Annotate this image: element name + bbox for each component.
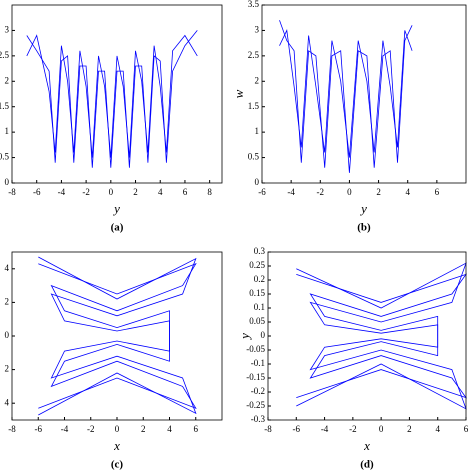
y-tick-label: 0 — [5, 330, 10, 340]
y-tick-label: 2 — [5, 75, 10, 85]
x-axis-label: y — [359, 201, 367, 216]
y-axis-label: y — [237, 333, 252, 341]
x-tick-label: -4 — [321, 424, 329, 434]
x-tick-label: -8 — [8, 187, 16, 197]
y-tick-label: 1.5 — [248, 101, 260, 111]
attractor-curve — [296, 262, 467, 410]
y-tick-label: 0.3 — [254, 246, 266, 256]
y-tick-label: 2 — [5, 364, 10, 374]
x-tick-label: 4 — [167, 424, 172, 434]
x-tick-label: -4 — [58, 187, 66, 197]
x-tick-label: 6 — [194, 424, 199, 434]
y-tick-label: 0 — [5, 177, 10, 187]
x-tick-label: -2 — [317, 187, 325, 197]
x-tick-label: -2 — [349, 424, 357, 434]
y-tick-label: -0.05 — [246, 344, 265, 354]
x-tick-label: 0 — [347, 187, 352, 197]
plot-frame — [11, 4, 223, 184]
x-tick-label: -6 — [35, 424, 43, 434]
y-tick-label: 1.5 — [0, 101, 10, 111]
attractor-curve — [26, 34, 198, 158]
panel-caption: (a) — [111, 222, 124, 234]
y-tick-label: 0 — [255, 177, 260, 187]
x-tick-label: -8 — [8, 424, 16, 434]
x-tick-label: -6 — [258, 187, 266, 197]
y-tick-label: 2 — [5, 296, 10, 306]
panel-caption: (c) — [111, 459, 124, 471]
y-tick-label: 0.2 — [254, 274, 265, 284]
y-tick-label: 0.05 — [249, 316, 265, 326]
x-tick-label: 2 — [407, 424, 412, 434]
y-axis-label: w — [231, 89, 246, 98]
y-tick-label: 4 — [5, 397, 10, 407]
y-tick-label: -0.1 — [251, 358, 265, 368]
x-tick-label: 4 — [435, 424, 440, 434]
attractor-curve — [38, 263, 197, 409]
x-tick-label: -8 — [264, 424, 272, 434]
plot-frame — [11, 251, 223, 421]
y-tick-label: 1 — [255, 126, 260, 136]
attractor-curve — [279, 29, 413, 158]
y-tick-label: 3.5 — [248, 0, 260, 9]
y-tick-label: -0.15 — [246, 372, 265, 382]
y-tick-label: -0.25 — [246, 400, 265, 410]
x-tick-label: 6 — [435, 187, 440, 197]
x-tick-label: 4 — [405, 187, 410, 197]
x-axis-label: x — [113, 438, 120, 453]
y-tick-label: -0.3 — [251, 414, 266, 424]
x-tick-label: 2 — [376, 187, 381, 197]
plot-frame — [267, 251, 467, 421]
attractor-curve — [38, 256, 197, 416]
y-tick-label: 0.25 — [249, 260, 265, 270]
x-tick-label: 0 — [379, 424, 384, 434]
y-tick-label: 2.5 — [0, 50, 10, 60]
y-tick-label: 0.5 — [0, 152, 10, 162]
x-tick-label: -4 — [287, 187, 295, 197]
x-tick-label: 4 — [158, 187, 163, 197]
x-tick-label: 2 — [133, 187, 138, 197]
y-tick-label: 2 — [255, 75, 260, 85]
attractor-curve — [296, 273, 468, 399]
x-tick-label: 0 — [109, 187, 114, 197]
y-tick-label: 0.5 — [248, 152, 260, 162]
x-axis-label: x — [363, 438, 370, 453]
x-tick-label: 6 — [464, 424, 469, 434]
x-tick-label: -2 — [82, 187, 90, 197]
x-tick-label: -2 — [87, 424, 95, 434]
y-tick-label: 4 — [5, 263, 10, 273]
y-tick-label: 0.1 — [254, 302, 265, 312]
y-tick-label: -0.2 — [251, 386, 265, 396]
panel-caption: (b) — [357, 222, 371, 234]
y-tick-label: 0 — [261, 330, 266, 340]
x-axis-label: y — [112, 201, 120, 216]
y-tick-label: 1 — [5, 126, 10, 136]
x-tick-label: 2 — [141, 424, 146, 434]
x-tick-label: 8 — [207, 187, 212, 197]
y-tick-label: 3 — [5, 24, 10, 34]
attractor-curve — [26, 30, 198, 168]
x-tick-label: 0 — [115, 424, 120, 434]
panel-caption: (d) — [360, 459, 374, 471]
attractor-curve — [279, 20, 413, 173]
x-tick-label: -6 — [33, 187, 41, 197]
y-tick-label: 3 — [255, 24, 260, 34]
x-tick-label: -6 — [293, 424, 301, 434]
x-tick-label: -4 — [61, 424, 69, 434]
y-tick-label: 2.5 — [248, 50, 260, 60]
x-tick-label: 6 — [183, 187, 188, 197]
plot-frame — [261, 4, 467, 184]
y-tick-label: 0.15 — [249, 288, 265, 298]
